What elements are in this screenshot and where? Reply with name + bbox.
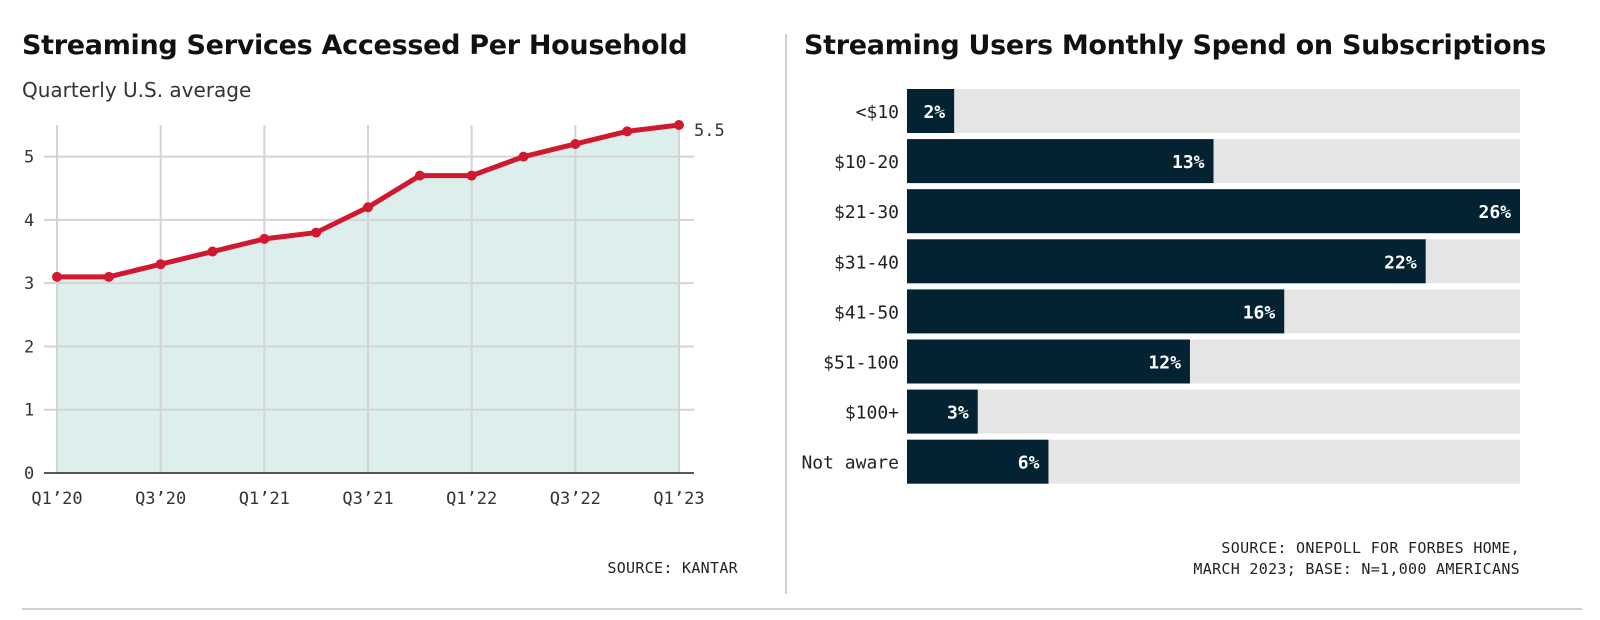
x-tick-label: Q1’22 [446,489,497,509]
category-label: Not aware [801,453,899,474]
x-tick-label: Q1’23 [653,489,704,509]
data-point [311,227,322,238]
panel-divider [785,34,787,594]
left-source: SOURCE: KANTAR [607,559,738,577]
data-point [259,233,270,244]
category-label: $51-100 [823,353,899,374]
category-label: $100+ [845,403,899,424]
data-point [570,138,581,149]
x-tick-label: Q3’21 [342,489,393,509]
bar-value-label: 2% [923,102,945,123]
bottom-rule [22,608,1582,610]
right-chart-title: Streaming Users Monthly Spend on Subscri… [804,30,1547,61]
bar [907,239,1426,284]
data-point [363,202,373,213]
data-point [518,151,529,162]
category-label: $41-50 [834,302,899,323]
bar [907,439,1049,484]
end-value-label: 5.5 [694,121,725,141]
right-source-line-1: SOURCE: ONEPOLL FOR FORBES HOME, [1221,539,1520,557]
data-point [103,271,114,282]
y-tick-label: 1 [24,401,34,421]
bar [907,339,1190,384]
bar-value-label: 26% [1478,202,1511,223]
left-chart-subtitle: Quarterly U.S. average [22,78,252,102]
data-point [155,259,166,270]
bar-value-label: 3% [947,403,969,424]
bar-track [907,89,1520,133]
category-label: $21-30 [834,202,899,223]
category-label: $31-40 [834,252,899,273]
right-source-line-2: MARCH 2023; BASE: N=1,000 AMERICANS [1193,560,1520,578]
data-point [622,126,633,137]
data-point [466,170,477,181]
y-tick-label: 0 [24,464,34,484]
y-tick-label: 5 [24,148,34,168]
y-tick-label: 2 [24,337,34,357]
bar-value-label: 16% [1243,302,1276,323]
category-label: $10-20 [834,152,899,173]
right-panel: Streaming Users Monthly Spend on Subscri… [790,0,1600,600]
x-tick-label: Q3’20 [135,489,186,509]
bar-chart: 2% <$10 13% $10-20 26% $21-30 22% $31-40 16% $41-… [801,89,1520,484]
x-tick-label: Q1’21 [239,489,290,509]
x-tick-label: Q1’20 [31,489,82,509]
y-tick-label: 3 [24,274,34,294]
bar [907,89,955,133]
bar-value-label: 13% [1172,152,1205,173]
left-chart-title: Streaming Services Accessed Per Househol… [22,30,688,61]
bar [907,389,978,434]
line-chart: 0 1 2 3 4 5 Q1’20 Q3’20 Q1’21 Q3’21 Q1’22 Q3’22 Q1’2… [24,120,725,509]
left-panel: Streaming Services Accessed Per Househol… [0,0,780,600]
right-source: SOURCE: ONEPOLL FOR FORBES HOME, MARCH 2… [1193,538,1520,580]
bar [907,139,1214,184]
data-point [52,271,62,282]
bar [907,189,1520,234]
bar-value-label: 6% [1018,453,1040,474]
x-tick-label: Q3’22 [550,489,601,509]
data-point [414,170,425,181]
bar-value-label: 22% [1384,252,1417,273]
data-point [207,246,218,257]
bar-track [907,389,1520,434]
bar [907,289,1285,334]
category-label: <$10 [856,102,899,123]
data-point [674,120,684,130]
bar-value-label: 12% [1148,353,1181,374]
y-tick-label: 4 [24,211,34,231]
